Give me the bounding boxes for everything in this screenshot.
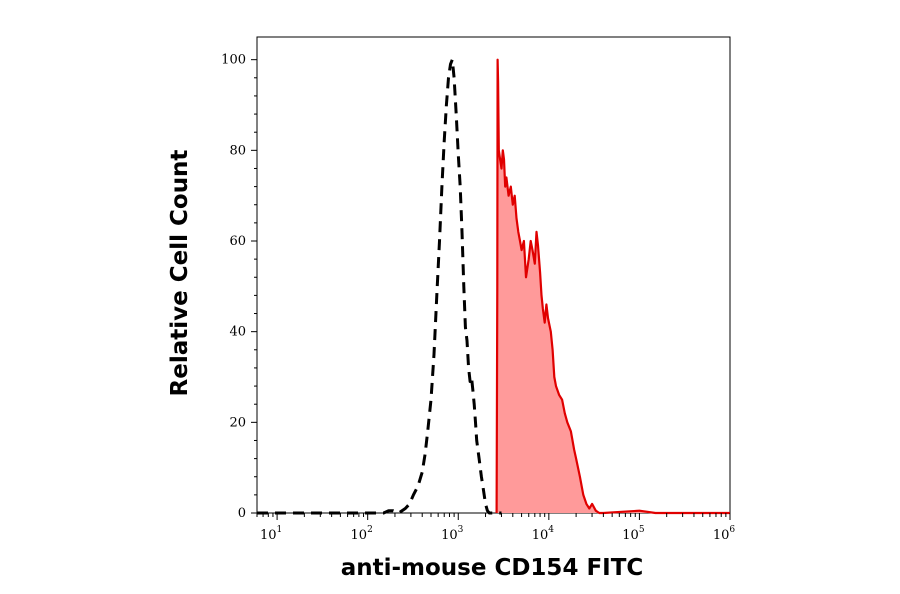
y-tick-label: 80 xyxy=(229,143,246,158)
series-layer xyxy=(257,58,730,515)
y-tick-label: 60 xyxy=(229,234,246,249)
series-1-line xyxy=(495,58,730,515)
y-axis-label: Relative Cell Count xyxy=(167,150,193,397)
y-tick-label: 100 xyxy=(221,53,246,68)
x-tick-label: 103 xyxy=(441,525,464,543)
x-tick-label: 104 xyxy=(532,525,555,543)
y-tick-label: 0 xyxy=(238,506,246,521)
series-0-line xyxy=(257,58,502,515)
x-axis-label: anti-mouse CD154 FITC xyxy=(341,555,644,581)
x-tick-label: 101 xyxy=(260,525,282,543)
y-tick-label: 40 xyxy=(229,325,246,340)
y-tick-label: 20 xyxy=(229,415,246,430)
axis-layer: 0 20 40 60 80 100 101 102 103 104 105 106 xyxy=(221,53,735,543)
x-tick-label: 106 xyxy=(713,525,736,543)
x-tick-label: 105 xyxy=(622,525,645,543)
series-1-area xyxy=(496,59,730,513)
x-tick-label: 102 xyxy=(351,525,373,543)
plot-frame xyxy=(256,36,731,514)
